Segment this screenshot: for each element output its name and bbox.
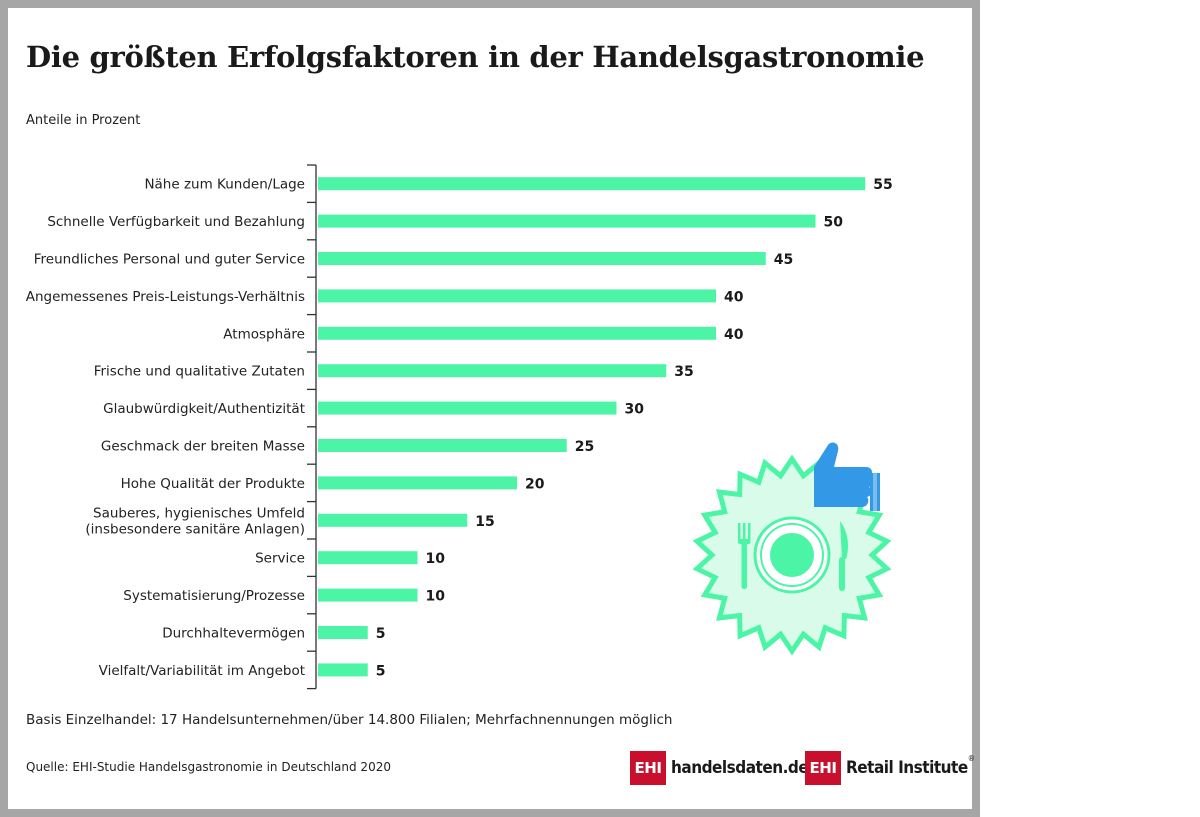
bar	[318, 326, 716, 340]
bar	[318, 289, 716, 303]
bar-value-label: 15	[475, 514, 494, 530]
bar	[318, 513, 468, 527]
bar	[318, 439, 567, 452]
category-label: Sauberes, hygienisches Umfeld (insbesonde…	[85, 505, 305, 537]
logo-retail-institute[interactable]: EHI Retail Institute®	[805, 751, 975, 785]
bar-value-label: 25	[575, 439, 594, 455]
bar-value-label: 35	[674, 364, 693, 380]
chart-unit-label: Anteile in Prozent	[26, 113, 141, 128]
bar	[318, 252, 766, 265]
retail-institute-wordmark: Retail Institute®	[846, 754, 975, 778]
basis-note: Basis Einzelhandel: 17 Handelsunternehme…	[26, 712, 673, 728]
bar-value-label: 45	[774, 252, 793, 268]
bar	[318, 214, 816, 228]
bar	[318, 364, 667, 378]
category-label: Systematisierung/Prozesse	[123, 588, 305, 604]
category-label: Schnelle Verfügbarkeit und Bezahlung	[47, 214, 305, 230]
bar-value-label: 5	[376, 663, 386, 679]
category-label: Durchhaltevermögen	[162, 626, 305, 642]
bar	[318, 626, 368, 639]
illustration	[692, 442, 892, 656]
bar	[318, 588, 418, 602]
bar-value-label: 40	[724, 327, 744, 343]
category-label: Service	[255, 551, 305, 567]
bar-value-label: 20	[525, 476, 545, 492]
category-label: Hohe Qualität der Produkte	[121, 476, 305, 492]
fork-icon	[738, 523, 751, 589]
category-label: Freundliches Personal und guter Service	[34, 252, 305, 268]
bar-value-label: 50	[824, 215, 844, 231]
bar-value-label: 10	[426, 551, 446, 567]
bar	[318, 551, 418, 565]
plate-icon	[753, 516, 831, 594]
category-label: Frische und qualitative Zutaten	[94, 364, 305, 380]
bar-value-label: 55	[873, 177, 892, 193]
retail-institute-text: Retail Institute	[846, 758, 968, 778]
category-label: Atmosphäre	[223, 326, 305, 342]
page-title: Die größten Erfolgsfaktoren in der Hande…	[26, 40, 925, 74]
bar-value-label: 30	[625, 402, 645, 418]
knife-icon	[839, 521, 848, 591]
bar	[318, 476, 517, 490]
thumbs-up-icon	[814, 442, 880, 511]
registered-mark: ®	[967, 754, 975, 763]
handelsdaten-wordmark: handelsdaten.de	[671, 758, 809, 778]
category-label: Vielfalt/Variabilität im Angebot	[99, 663, 305, 679]
bar	[318, 177, 866, 191]
ehi-logo-box: EHI	[630, 751, 666, 785]
bar-value-label: 5	[376, 626, 386, 642]
bar	[318, 663, 368, 677]
logo-handelsdaten[interactable]: EHI handelsdaten.de	[630, 751, 809, 785]
category-label: Geschmack der breiten Masse	[101, 439, 305, 455]
ehi-logo-box: EHI	[805, 751, 841, 785]
source-note: Quelle: EHI-Studie Handelsgastronomie in…	[26, 760, 391, 774]
category-label: Glaubwürdigkeit/Authentizität	[103, 401, 305, 417]
category-label: Nähe zum Kunden/Lage	[144, 177, 305, 193]
bar	[318, 401, 617, 415]
bar-value-label: 10	[426, 589, 446, 605]
category-label: Angemessenes Preis-Leistungs-Verhältnis	[26, 289, 305, 305]
bar-value-label: 40	[724, 289, 744, 305]
